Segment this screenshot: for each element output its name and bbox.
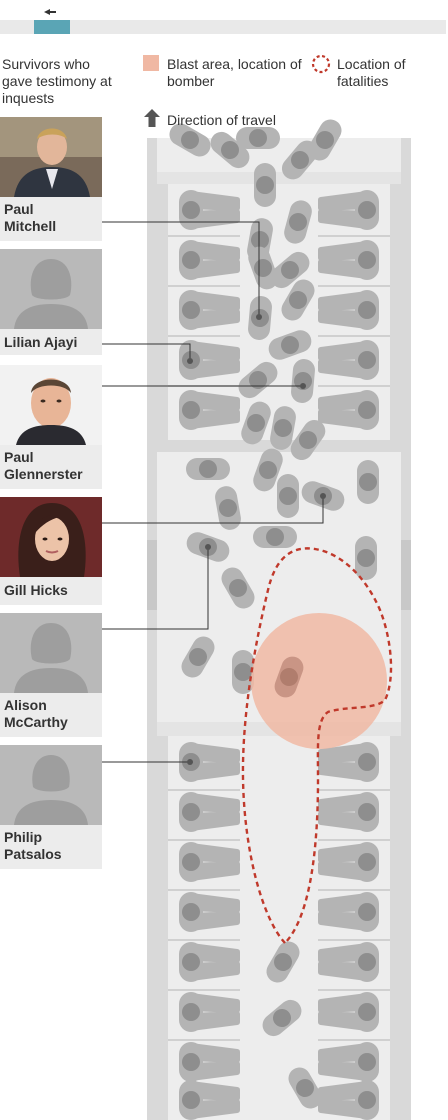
leader-line-dots [187,314,326,765]
direction-legend-label: Direction of travel [167,112,276,128]
survivor-name: Paul [4,201,34,217]
survivor-card-alison-mccarthy[interactable]: Alison McCarthy [0,613,102,737]
seated-passenger [179,240,240,280]
survivor-name-2: Glennerster [4,466,83,482]
seated-passenger [318,1042,379,1082]
seated-passenger [179,290,240,330]
passenger-figure [290,419,326,461]
survivor-name: Gill Hicks [4,582,68,598]
passenger-figure [262,999,302,1037]
seated-passenger [318,892,379,932]
arrow-left-icon [44,9,56,15]
blast-area-swatch [143,55,159,71]
survivor-photo [0,497,102,577]
seated-passenger [179,390,240,430]
survivor-card-gill-hicks[interactable]: Gill Hicks [0,497,102,605]
passenger-figure [210,131,250,169]
seated-passenger [318,792,379,832]
passenger-layer [169,119,379,1120]
person-silhouette-icon [0,745,102,825]
survivor-card-paul-mitchell[interactable]: Paul Mitchell [0,117,102,241]
survivor-card-philip-patsalos[interactable]: Philip Patsalos [0,745,102,869]
seated-passenger [318,290,379,330]
passenger-figure [254,163,276,207]
survivor-name: Lilian Ajayi [4,334,78,350]
passenger-figure [238,361,278,399]
passenger-figure [357,460,379,504]
passenger-figure [270,251,310,289]
passenger-figure [281,279,315,321]
seated-passenger [179,1042,240,1082]
survivor-name-2: Mitchell [4,218,57,234]
survivor-name-2: McCarthy [4,714,68,730]
survivor-card-paul-glennerster[interactable]: Paul Glennerster [0,365,102,489]
passenger-figure [355,536,377,580]
passenger-figure [270,406,296,450]
seated-passenger [179,1080,240,1120]
passenger-figure [215,486,241,530]
passenger-figure [253,448,283,492]
survivor-photo [0,365,102,445]
fatalities-area [241,547,393,945]
passenger-figure [268,330,312,360]
passenger-figure [181,636,215,678]
survivor-name-2: Patsalos [4,846,62,862]
page-heading: Survivors who gave testimony at inquests [2,56,112,106]
passenger-figure [308,119,342,161]
seated-passenger [318,340,379,380]
seated-passenger [318,842,379,882]
blast-legend-label: Blast area, location of bomber [167,56,302,89]
arrow-up-icon [144,109,160,127]
passenger-figure [253,526,297,548]
seated-passenger [318,390,379,430]
seated-passenger [179,942,240,982]
survivor-card-lilian-ajayi[interactable]: Lilian Ajayi [0,249,102,355]
passenger-figure [266,941,300,983]
seated-passenger [179,842,240,882]
seated-passenger [318,240,379,280]
fatalities-swatch [311,54,331,74]
seated-passenger [179,190,240,230]
passenger-figure [221,567,255,609]
passenger-figure [241,401,271,445]
leader-lines [102,221,324,763]
seated-passenger [179,792,240,832]
survivor-name: Philip [4,829,43,845]
passenger-figure [232,650,254,694]
seated-passenger [318,742,379,782]
seated-passenger [318,190,379,230]
survivor-photo [0,117,102,197]
passenger-figure [169,123,211,157]
seated-passenger [179,892,240,932]
bomber-figure [274,656,304,698]
seated-passenger [318,992,379,1032]
passenger-figure [277,474,299,518]
passenger-figure [288,1067,322,1109]
survivor-name: Paul [4,449,34,465]
fatalities-legend-label: Location of fatalities [337,56,406,89]
passenger-figure [186,458,230,480]
passenger-figure [284,200,312,244]
seated-passenger [318,942,379,982]
seated-passenger [318,1080,379,1120]
seated-passenger [179,992,240,1032]
blast-area [251,613,387,749]
survivor-name: Alison [4,697,47,713]
passenger-figure [236,127,280,149]
person-silhouette-icon [0,249,102,329]
person-silhouette-icon [0,613,102,693]
carriage-navigator[interactable] [0,9,446,34]
